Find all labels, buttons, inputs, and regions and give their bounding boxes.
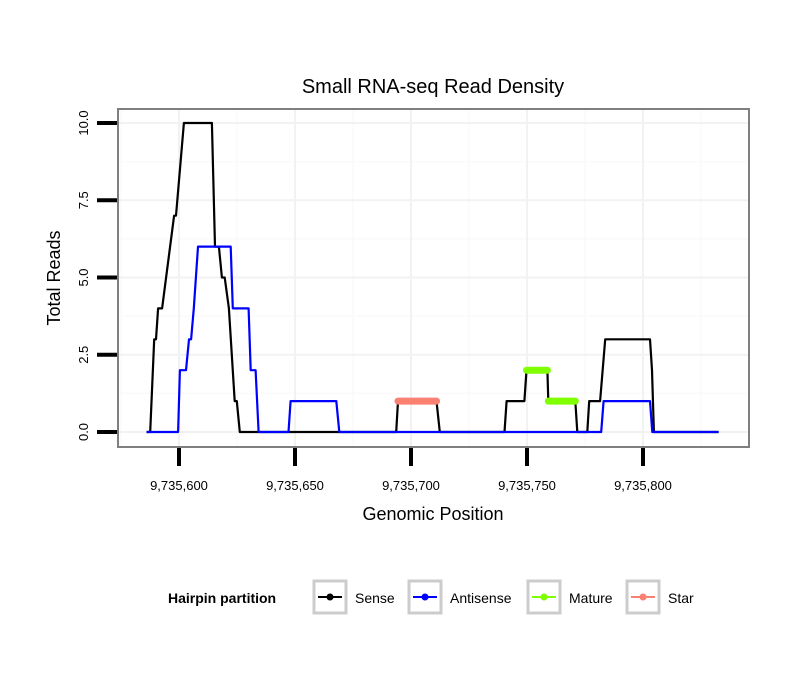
y-axis: 0.0 2.5 5.0 7.5 10.0 xyxy=(76,110,117,441)
legend-key-point-star xyxy=(639,593,647,601)
legend: Hairpin partition Sense Antisense Mature St… xyxy=(168,579,694,615)
series-line-sense xyxy=(146,121,719,434)
y-tick-label: 0.0 xyxy=(76,423,91,441)
y-tick-label: 5.0 xyxy=(76,268,91,286)
x-tick-label: 9,735,600 xyxy=(150,478,208,493)
y-tick-label: 7.5 xyxy=(76,191,91,209)
x-tick-label: 9,735,700 xyxy=(382,478,440,493)
y-axis-label: Total Reads xyxy=(44,230,64,325)
legend-key-point-mature xyxy=(540,593,548,601)
legend-key-point-sense xyxy=(326,593,334,601)
legend-label-star: Star xyxy=(668,590,694,606)
series-layer xyxy=(146,121,719,434)
legend-label-sense: Sense xyxy=(355,590,395,606)
x-axis: 9,735,600 9,735,650 9,735,700 9,735,750 9,73… xyxy=(150,448,672,493)
panel-border xyxy=(117,108,750,448)
x-tick-label: 9,735,650 xyxy=(266,478,324,493)
y-tick-label: 2.5 xyxy=(76,346,91,364)
chart-title: Small RNA-seq Read Density xyxy=(302,76,564,98)
legend-label-antisense: Antisense xyxy=(450,590,512,606)
x-tick-label: 9,735,750 xyxy=(498,478,556,493)
legend-key-point-antisense xyxy=(421,593,429,601)
series-line-antisense xyxy=(146,245,719,434)
x-axis-label: Genomic Position xyxy=(362,504,503,524)
x-tick-label: 9,735,800 xyxy=(614,478,672,493)
legend-label-mature: Mature xyxy=(569,590,613,606)
y-tick-label: 10.0 xyxy=(76,110,91,135)
legend-title: Hairpin partition xyxy=(168,590,276,606)
plot-panel xyxy=(117,108,750,448)
